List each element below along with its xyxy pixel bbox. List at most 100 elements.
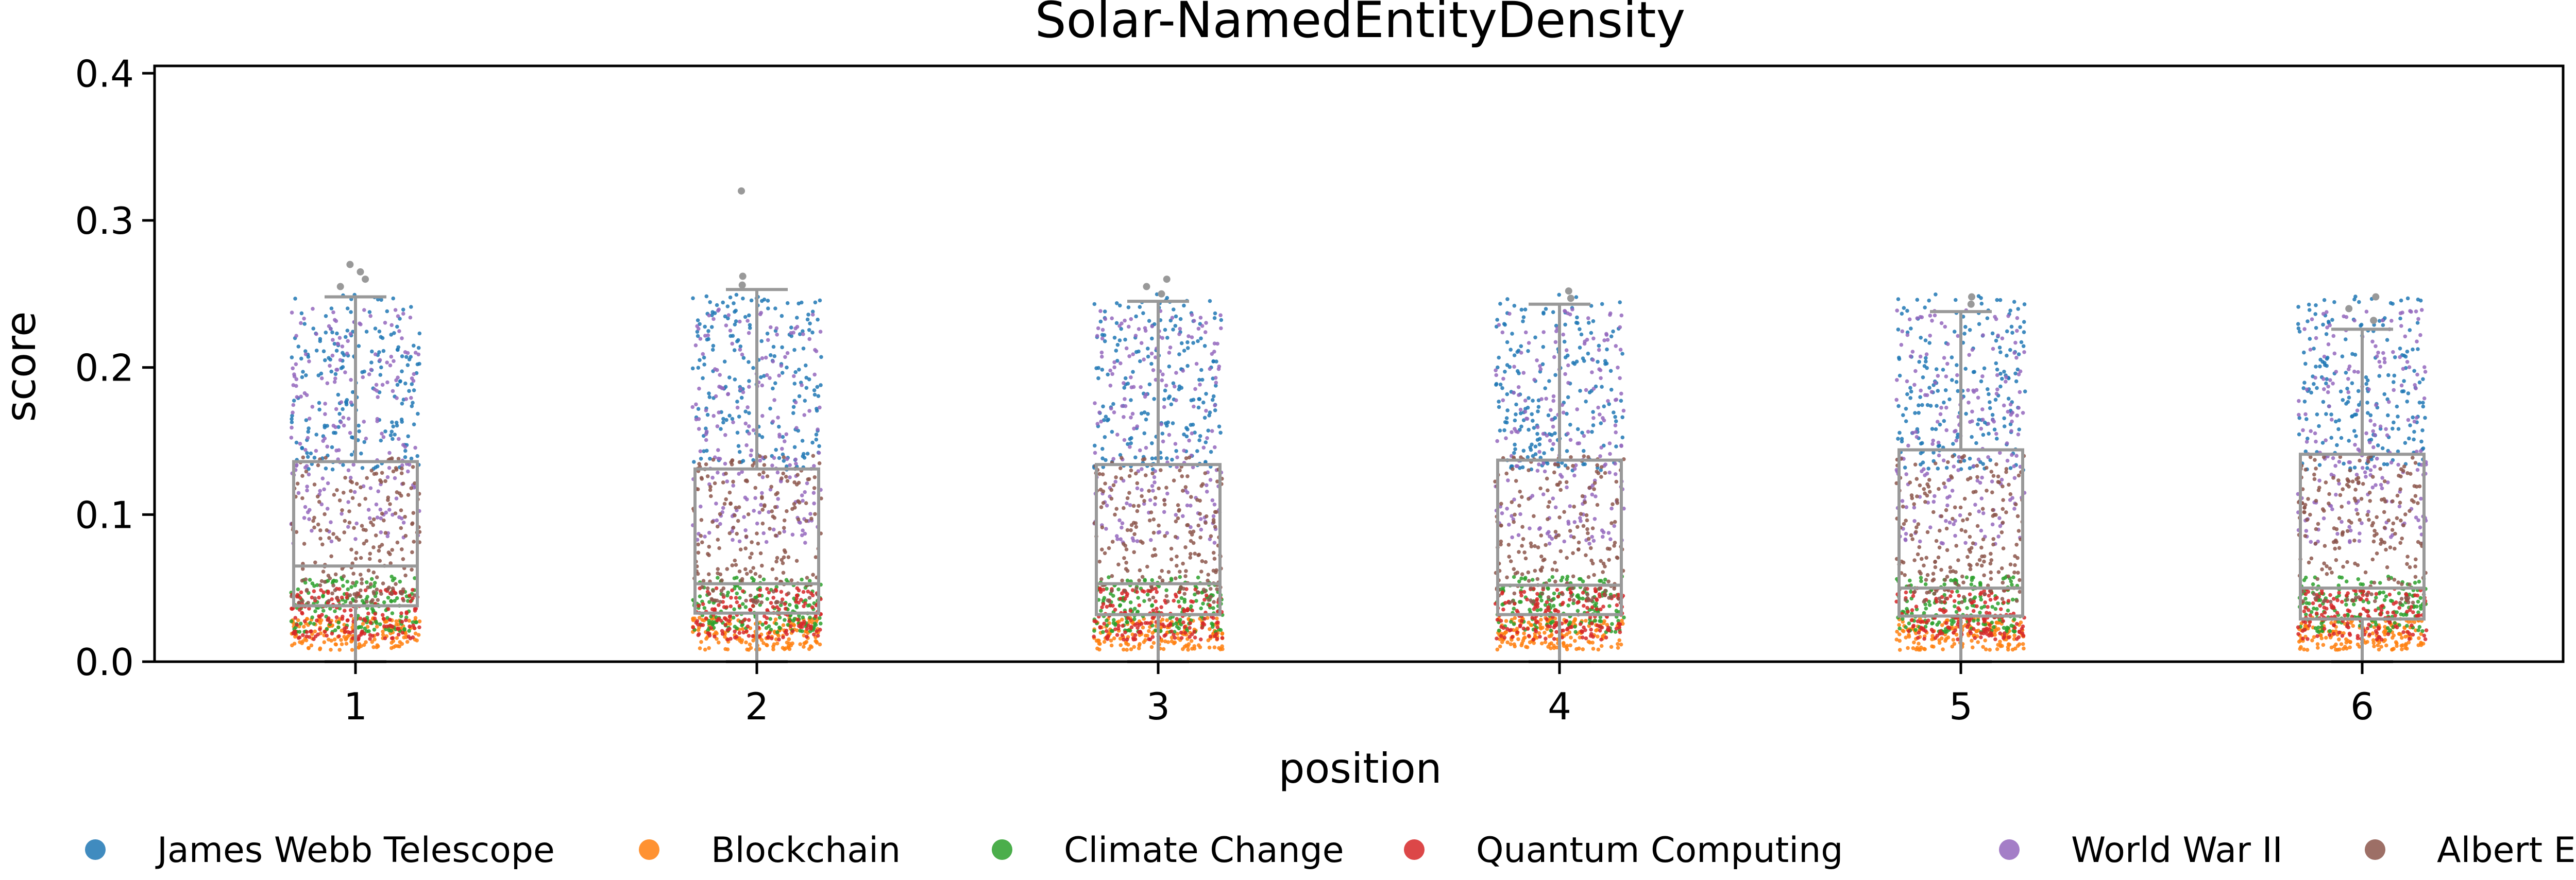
data-point <box>788 475 792 479</box>
data-point <box>816 394 821 398</box>
data-point <box>1200 626 1204 630</box>
data-point <box>1150 336 1154 341</box>
data-point <box>1509 619 1513 624</box>
data-point <box>1590 370 1594 374</box>
data-point <box>1113 608 1117 612</box>
data-point <box>291 410 295 415</box>
data-point <box>1165 336 1170 340</box>
data-point <box>1141 457 1145 462</box>
data-point <box>1174 592 1178 597</box>
data-point <box>714 394 718 399</box>
data-point <box>1115 633 1120 637</box>
data-point <box>706 592 711 596</box>
data-point <box>296 618 300 623</box>
data-point <box>1988 598 1993 602</box>
data-point <box>328 607 332 611</box>
data-point <box>1105 586 1109 591</box>
data-point <box>300 496 304 501</box>
data-point <box>390 420 394 424</box>
data-point <box>381 581 385 585</box>
data-point <box>1149 645 1154 649</box>
data-point <box>709 325 714 329</box>
data-point <box>349 310 353 314</box>
data-point <box>766 299 770 303</box>
data-point <box>759 310 763 315</box>
data-point <box>1113 479 1117 484</box>
data-point <box>1936 467 1940 471</box>
data-point <box>1195 498 1199 502</box>
data-point <box>759 638 764 642</box>
data-point <box>1512 575 1516 579</box>
data-point <box>388 617 392 622</box>
data-point <box>1134 350 1139 354</box>
data-point <box>1597 348 1601 352</box>
data-point <box>1952 642 1956 646</box>
data-point <box>391 437 395 441</box>
data-point <box>308 621 312 625</box>
data-point <box>1495 439 1499 443</box>
data-point <box>721 480 725 485</box>
data-point <box>1970 576 1974 580</box>
data-point <box>774 447 778 452</box>
data-point <box>300 446 304 451</box>
data-point <box>1101 404 1105 409</box>
data-point <box>819 355 823 359</box>
data-point <box>1103 339 1107 343</box>
data-point <box>1919 576 1923 580</box>
data-point <box>1499 523 1503 528</box>
data-point <box>747 634 751 638</box>
data-point <box>1213 376 1218 380</box>
data-point <box>1564 480 1569 485</box>
data-point <box>1122 386 1126 390</box>
data-point <box>789 325 793 330</box>
data-point <box>707 395 712 399</box>
data-point <box>329 306 334 310</box>
data-point <box>2020 627 2024 631</box>
data-point <box>1956 606 1960 610</box>
data-point <box>297 608 302 612</box>
data-point <box>415 362 420 367</box>
data-point <box>770 463 774 468</box>
data-point <box>2021 633 2026 638</box>
data-point <box>321 590 326 595</box>
data-point <box>1125 568 1130 573</box>
data-point <box>391 389 395 393</box>
data-point <box>1997 617 2002 622</box>
data-point <box>1110 574 1114 578</box>
data-point <box>1140 488 1144 492</box>
data-point <box>1571 574 1575 579</box>
data-point <box>357 344 361 348</box>
data-point <box>404 397 409 401</box>
data-point <box>1137 504 1141 508</box>
data-point <box>803 641 808 645</box>
data-point <box>1206 428 1210 433</box>
data-point <box>330 467 335 472</box>
data-point <box>1114 349 1118 353</box>
data-point <box>715 518 719 523</box>
data-point <box>1110 316 1114 320</box>
data-point <box>722 359 727 364</box>
data-point <box>747 424 751 428</box>
data-point <box>735 430 740 435</box>
data-point <box>1215 636 1219 641</box>
data-point <box>1181 369 1185 373</box>
data-point <box>1566 432 1570 436</box>
data-point <box>1133 334 1138 338</box>
data-point <box>794 593 799 598</box>
data-point <box>412 540 416 544</box>
data-point <box>1526 455 1530 459</box>
data-point <box>372 584 376 588</box>
data-point <box>1523 307 1528 312</box>
data-point <box>1527 427 1531 432</box>
data-point <box>1520 572 1524 576</box>
data-point <box>1577 547 1581 551</box>
data-point <box>379 298 383 302</box>
data-point <box>1614 430 1618 435</box>
data-point <box>700 540 704 544</box>
data-point <box>400 467 404 471</box>
data-point <box>1159 468 1163 472</box>
data-point <box>1559 578 1564 583</box>
data-point <box>1159 422 1163 426</box>
data-point <box>751 366 755 370</box>
data-point <box>1579 332 1584 337</box>
